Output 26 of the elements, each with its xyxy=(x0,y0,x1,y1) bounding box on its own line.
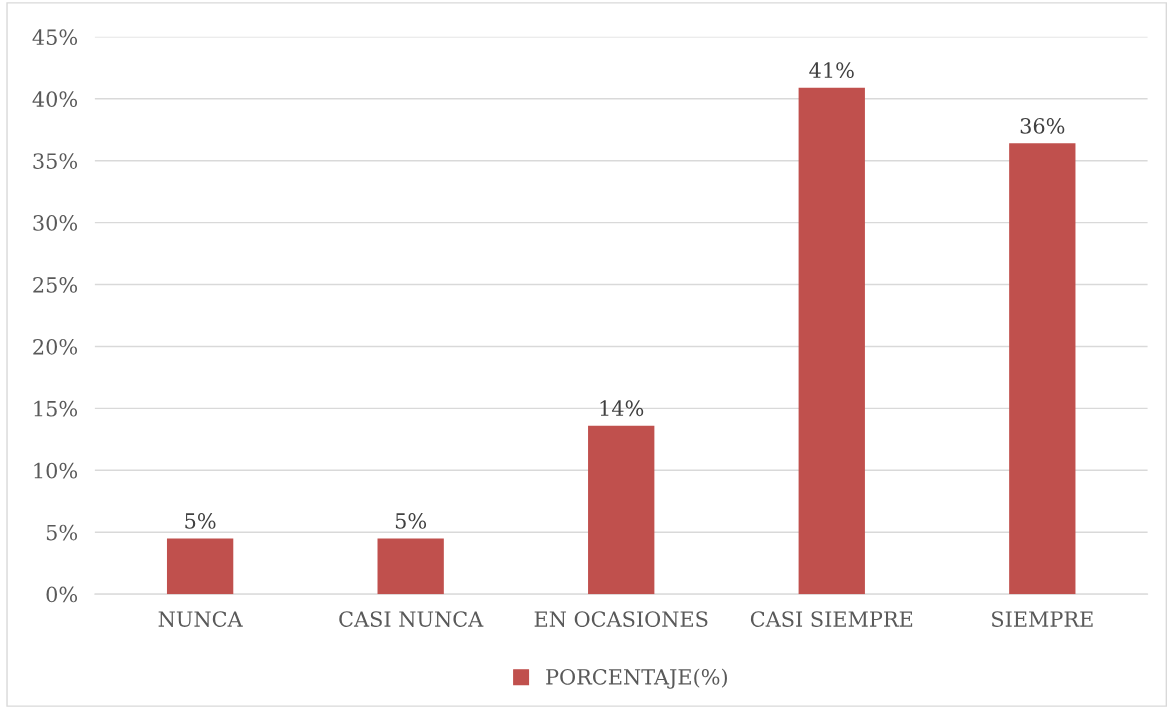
y-tick-label: 30% xyxy=(33,215,78,231)
x-tick-label: SIEMPRE xyxy=(992,611,1093,627)
data-label: 5% xyxy=(185,513,216,529)
y-tick-label: 10% xyxy=(34,462,78,479)
bar xyxy=(798,87,865,595)
y-tick-label: 0% xyxy=(46,586,78,603)
x-tick-label: EN OCASIONES xyxy=(534,611,708,627)
y-tick-label: 5% xyxy=(46,524,78,541)
bar xyxy=(166,538,234,595)
data-label: 5% xyxy=(395,513,427,529)
legend-label: PORCENTAJE(%) xyxy=(546,668,727,689)
bar xyxy=(1009,143,1076,595)
x-tick-label: CASI SIEMPRE xyxy=(750,611,913,627)
data-label: 41% xyxy=(809,62,854,79)
y-tick-label: 15% xyxy=(34,400,78,417)
y-tick-label: 45% xyxy=(32,29,78,46)
x-tick-label: NUNCA xyxy=(158,611,243,627)
y-tick-label: 25% xyxy=(33,277,78,293)
y-tick-label: 20% xyxy=(33,338,78,355)
y-tick-label: 40% xyxy=(32,91,78,107)
x-tick-label: CASI NUNCA xyxy=(339,611,484,627)
bar xyxy=(377,538,444,595)
bar xyxy=(588,425,655,595)
data-label: 36% xyxy=(1020,118,1065,134)
data-label: 14% xyxy=(600,400,644,417)
y-tick-label: 35% xyxy=(33,153,78,169)
